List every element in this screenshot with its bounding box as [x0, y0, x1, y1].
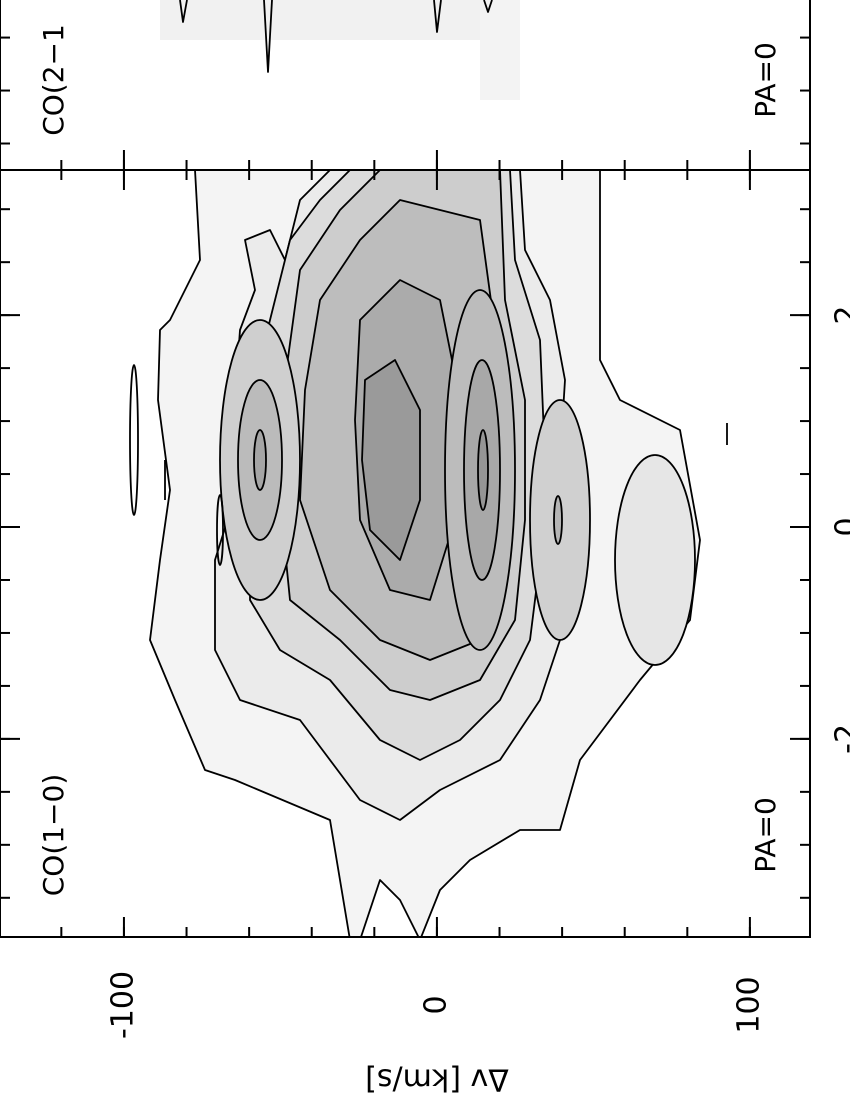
axes: -100 0 100 -2 0 2: [0, 36, 850, 1039]
x-tick-label: 0: [418, 995, 453, 1014]
y-tick-label: 0: [830, 517, 850, 536]
panel-line-label: CO(1−0): [37, 774, 70, 897]
contour-map: [129, 170, 728, 937]
upper-panel-emission: [160, 0, 520, 100]
x-tick-label: -100: [105, 971, 140, 1039]
panel-pa-label: PA=0: [749, 42, 782, 118]
panel-line-label: CO(2−1: [37, 24, 70, 136]
panel-pa-label: PA=0: [749, 797, 782, 873]
y-tick-label: -2: [830, 724, 850, 754]
y-tick-label: 2: [830, 306, 850, 325]
x-tick-label: 100: [731, 976, 766, 1033]
x-axis-label: Δv [km/s]: [365, 1062, 509, 1097]
main-panel-frame: [0, 169, 811, 938]
